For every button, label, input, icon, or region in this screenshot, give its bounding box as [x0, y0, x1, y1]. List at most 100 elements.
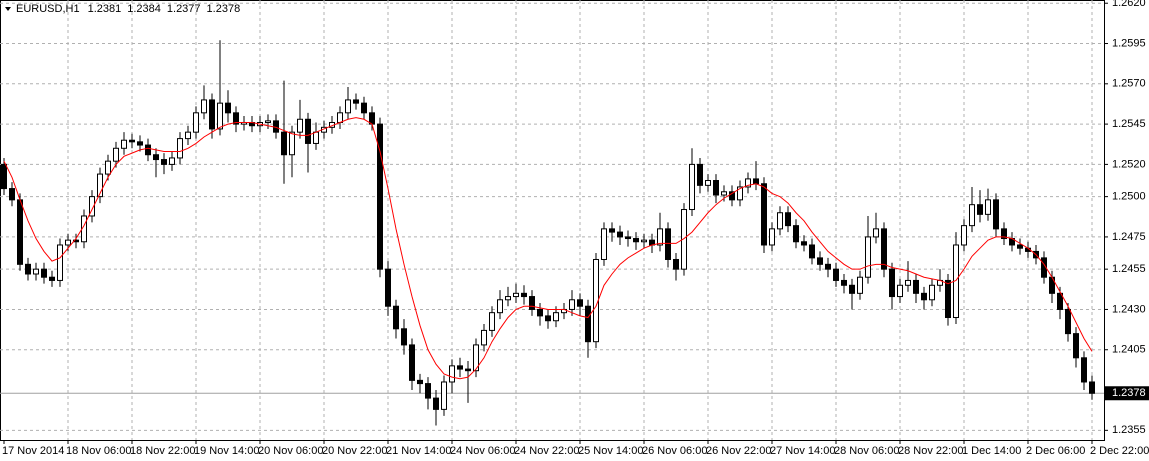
candle-body	[921, 292, 927, 301]
candle-body	[785, 212, 791, 227]
candle-body	[665, 228, 671, 260]
candle-body	[281, 131, 287, 156]
candle-body	[897, 284, 903, 298]
candle-body	[409, 344, 415, 381]
y-tick-label: 1.2570	[1112, 78, 1146, 90]
candle-body	[545, 315, 551, 322]
candle-body	[737, 186, 743, 201]
candle-body	[113, 147, 119, 162]
x-tick-label: 20 Nov 22:00	[322, 445, 387, 457]
candle-body	[657, 228, 663, 246]
candle-body	[505, 296, 511, 301]
y-tick-label: 1.2405	[1112, 344, 1146, 356]
chart-title: EURUSD,H1	[16, 3, 80, 15]
candle-body	[65, 239, 71, 246]
candle-body	[889, 268, 895, 298]
candle-body	[1081, 357, 1087, 383]
candle-body	[481, 329, 487, 346]
candle-body	[17, 199, 23, 265]
candle-body	[465, 368, 471, 372]
x-tick-label: 24 Nov 22:00	[514, 445, 579, 457]
current-price-box	[1105, 386, 1149, 401]
candle-body	[793, 225, 799, 243]
candle-body	[193, 112, 199, 133]
info-value: 1.2377	[167, 3, 201, 15]
candle-body	[801, 241, 807, 246]
candle-body	[721, 191, 727, 196]
candle-body	[529, 296, 535, 310]
candle-body	[353, 99, 359, 104]
candle-body	[385, 268, 391, 307]
candle-body	[1089, 381, 1095, 394]
candle-body	[1057, 292, 1063, 310]
x-tick-label: 26 Nov 22:00	[706, 445, 771, 457]
y-tick-label: 1.2620	[1112, 0, 1146, 9]
x-tick-label: 28 Nov 06:00	[834, 445, 899, 457]
candle-body	[161, 159, 167, 165]
candle-body	[201, 99, 207, 114]
candle-body	[297, 118, 303, 133]
candle-body	[985, 199, 991, 215]
y-tick-label: 1.2520	[1112, 158, 1146, 170]
candle-body	[473, 344, 479, 372]
y-tick-label: 1.2500	[1112, 191, 1146, 203]
candle-body	[489, 312, 495, 331]
candle-body	[137, 141, 143, 146]
x-tick-label: 24 Nov 06:00	[450, 445, 515, 457]
candle-body	[169, 157, 175, 165]
y-tick-label: 1.2430	[1112, 303, 1146, 315]
y-tick-label: 1.2355	[1112, 424, 1146, 436]
candle-body	[745, 178, 751, 188]
candle-body	[713, 180, 719, 196]
candle-body	[961, 225, 967, 246]
candle-body	[185, 131, 191, 140]
x-tick-label: 26 Nov 06:00	[642, 445, 707, 457]
x-tick-label: 2 Dec 22:00	[1090, 445, 1149, 457]
candle-body	[833, 268, 839, 281]
candle-body	[217, 102, 223, 130]
candle-body	[849, 284, 855, 294]
y-tick-label: 1.2545	[1112, 118, 1146, 130]
candle-body	[1, 163, 7, 190]
candle-body	[289, 131, 295, 156]
candle-body	[753, 178, 759, 185]
candle-body	[313, 131, 319, 144]
x-tick-label: 18 Nov 06:00	[66, 445, 131, 457]
x-tick-label: 25 Nov 14:00	[578, 445, 643, 457]
candle-body	[105, 160, 111, 175]
candle-body	[945, 279, 951, 319]
candle-body	[33, 268, 39, 275]
candle-body	[761, 183, 767, 246]
candle-body	[705, 180, 711, 186]
candle-body	[681, 209, 687, 270]
candle-body	[1073, 333, 1079, 359]
menu-triangle	[5, 7, 11, 11]
candle-body	[609, 228, 615, 233]
candle-body	[769, 228, 775, 246]
candle-body	[417, 379, 423, 385]
candle-body	[337, 112, 343, 123]
candle-body	[57, 244, 63, 281]
candle-body	[513, 292, 519, 298]
candle-body	[153, 154, 159, 161]
candle-body	[537, 308, 543, 317]
x-tick-label: 28 Nov 22:00	[898, 445, 963, 457]
candle-body	[641, 239, 647, 243]
x-tick-label: 20 Nov 06:00	[258, 445, 323, 457]
candle-body	[969, 204, 975, 227]
candle-body	[577, 299, 583, 307]
y-tick-label: 1.2475	[1112, 231, 1146, 243]
x-tick-label: 18 Nov 22:00	[130, 445, 195, 457]
candle-body	[449, 365, 455, 383]
candle-body	[825, 263, 831, 270]
candle-body	[913, 279, 919, 294]
plot-frame	[0, 0, 1105, 441]
candle-body	[817, 257, 823, 265]
candle-body	[49, 276, 55, 281]
candle-body	[305, 118, 311, 144]
candle-body	[689, 163, 695, 211]
candle-body	[1001, 228, 1007, 240]
candle-body	[1065, 308, 1071, 335]
candle-body	[881, 228, 887, 270]
candle-body	[697, 163, 703, 186]
